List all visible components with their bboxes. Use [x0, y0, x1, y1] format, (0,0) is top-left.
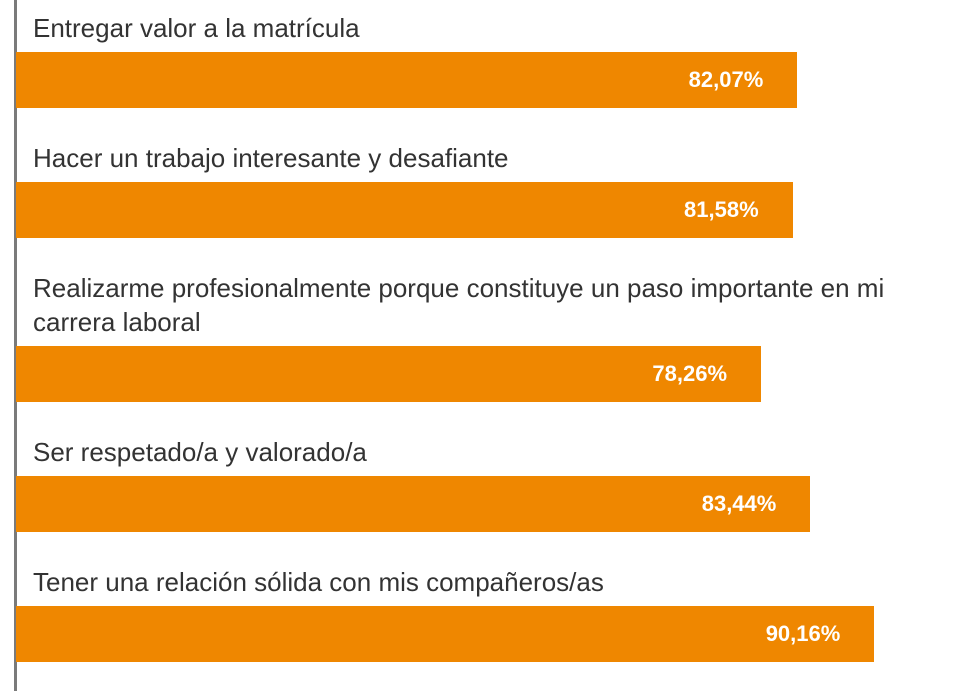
value-label: 82,07%: [688, 67, 764, 92]
category-label: Tener una relación sólida con mis compañ…: [33, 567, 604, 597]
bar-item: Realizarme profesionalmente porque const…: [16, 238, 967, 402]
bar: 78,26%: [16, 346, 762, 402]
category-label: Hacer un trabajo interesante y desafiant…: [33, 143, 509, 173]
value-label: 78,26%: [652, 361, 728, 386]
bar-item: Hacer un trabajo interesante y desafiant…: [16, 108, 967, 238]
bar: 83,44%: [16, 476, 811, 532]
value-label: 81,58%: [684, 197, 759, 222]
value-label: 90,16%: [765, 621, 841, 646]
category-label: Realizarme profesionalmente porque const…: [33, 273, 885, 337]
chart: Entregar valor a la matrícula 82,07% Hacer…: [16, 0, 967, 662]
value-label: 83,44%: [701, 491, 777, 516]
bar-item: Tener una relación sólida con mis compañ…: [16, 532, 967, 662]
bar-item: Entregar valor a la matrícula 82,07%: [16, 0, 967, 108]
axis-line: [14, 0, 17, 691]
category-label: Entregar valor a la matrícula: [33, 13, 360, 43]
bar: 81,58%: [16, 182, 793, 238]
category-label: Ser respetado/a y valorado/a: [33, 437, 367, 467]
bar: 90,16%: [16, 606, 875, 662]
bar-item: Ser respetado/a y valorado/a 83,44%: [16, 402, 967, 532]
bar: 82,07%: [16, 52, 798, 108]
